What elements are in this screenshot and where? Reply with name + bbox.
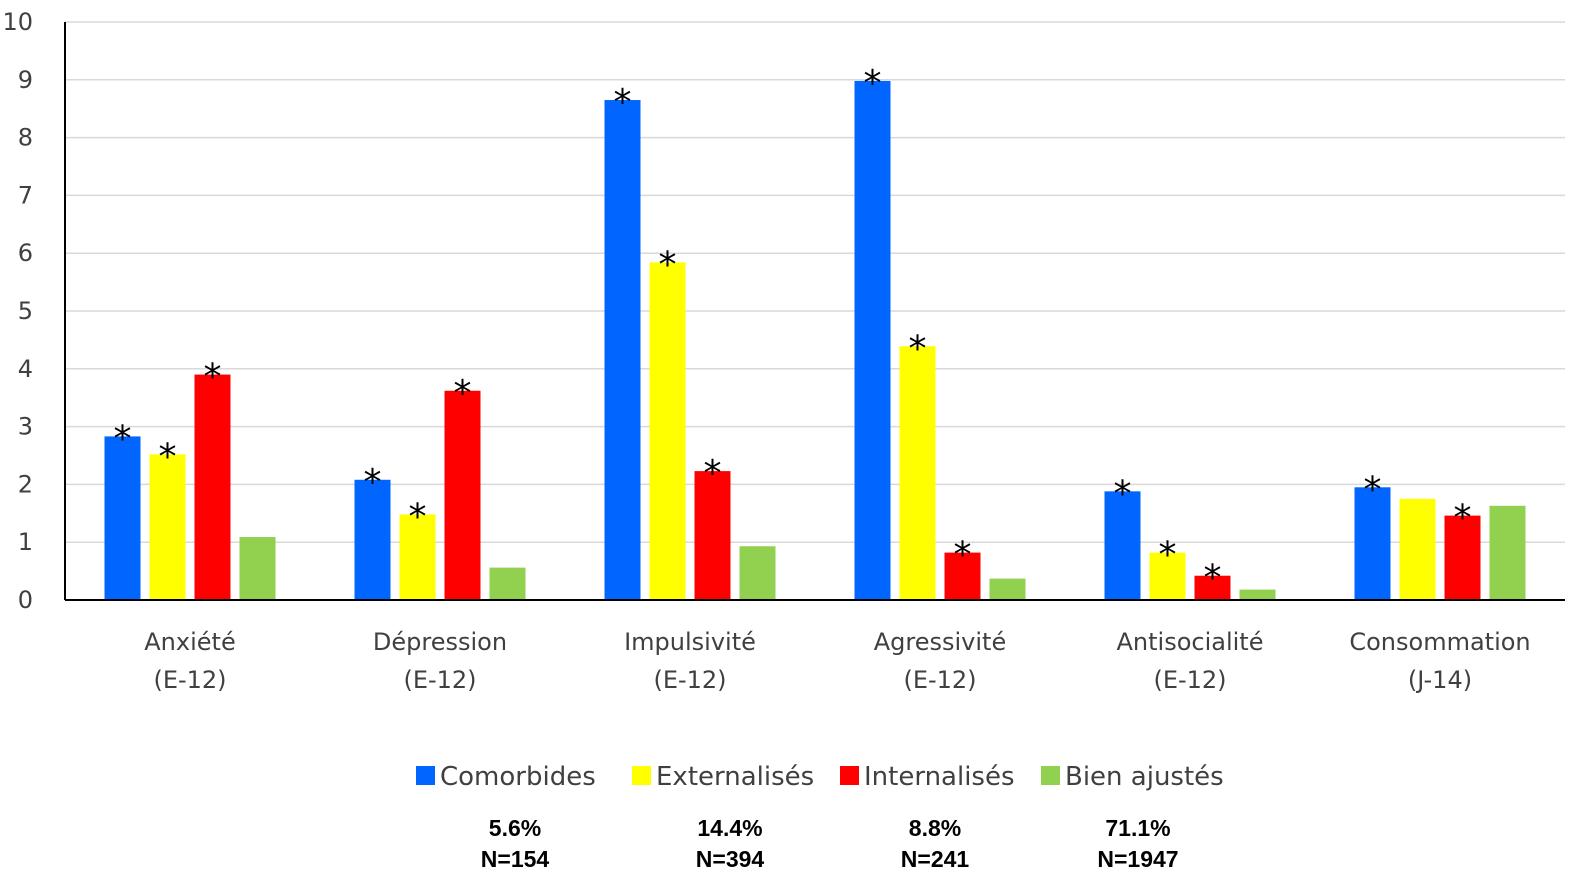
- significance-star: *: [1364, 469, 1382, 510]
- category-label: Dépression (E-12): [373, 628, 507, 694]
- bar: [239, 536, 276, 600]
- legend-swatch: [840, 766, 859, 785]
- legend-label: Comorbides: [440, 762, 596, 792]
- significance-star: *: [204, 357, 222, 398]
- significance-star: *: [159, 436, 177, 477]
- group-n: N=394: [696, 846, 765, 872]
- group-n: N=154: [481, 846, 550, 872]
- bar: [104, 436, 141, 600]
- category-label: Antisocialité (E-12): [1117, 628, 1264, 694]
- y-tick-label: 0: [18, 586, 33, 614]
- significance-star: *: [704, 453, 722, 494]
- y-tick-label: 10: [2, 8, 33, 36]
- legend-label: Bien ajustés: [1065, 762, 1224, 792]
- bar: [149, 454, 186, 600]
- y-tick-label: 7: [18, 181, 33, 209]
- category-labels: Anxiété (E-12) Dépression (E-12) Impulsivité…: [144, 628, 1530, 694]
- legend-swatch: [1041, 766, 1060, 785]
- significance-star: *: [1159, 535, 1177, 576]
- category-label: Impulsivité (E-12): [624, 628, 756, 694]
- category-label: Anxiété (E-12): [144, 628, 235, 694]
- bar: [354, 479, 391, 600]
- bar: [1239, 589, 1276, 600]
- group-percent: 71.1%: [1105, 815, 1170, 841]
- legend-swatch: [632, 766, 651, 785]
- bars: [104, 80, 1526, 601]
- legend-label: Internalisés: [864, 762, 1015, 792]
- bar: [694, 471, 731, 600]
- significance-star: *: [1454, 498, 1472, 539]
- significance-star: *: [864, 63, 882, 104]
- bar: [444, 390, 481, 600]
- y-tick-label: 5: [18, 297, 33, 325]
- significance-star: *: [614, 82, 632, 123]
- y-tick-label: 9: [18, 66, 33, 94]
- y-tick-label: 2: [18, 470, 33, 498]
- significance-star: *: [1204, 558, 1222, 599]
- y-tick-label: 6: [18, 239, 33, 267]
- bar: [854, 80, 891, 601]
- bar: [399, 514, 436, 600]
- bar: [1444, 515, 1481, 600]
- group-n: N=1947: [1097, 846, 1178, 872]
- significance-star: *: [114, 418, 132, 459]
- group-percent: 8.8%: [909, 815, 961, 841]
- bar: [989, 578, 1026, 600]
- significance-star: *: [909, 328, 927, 369]
- bar: [1194, 575, 1231, 600]
- group-stats: 5.6% N=154 14.4% N=394 8.8% N=241 71.1% N=1947: [481, 815, 1179, 872]
- bar: [944, 552, 981, 600]
- significance-star: *: [954, 535, 972, 576]
- bar: [489, 567, 526, 600]
- bar: [649, 262, 686, 600]
- bar: [1104, 491, 1141, 600]
- legend: Comorbides Externalisés Internalisés Bien a…: [416, 762, 1224, 792]
- significance-star: *: [364, 462, 382, 503]
- bar: [739, 546, 776, 600]
- bar: [1149, 552, 1186, 600]
- bar: [604, 100, 641, 600]
- bar: [194, 374, 231, 600]
- significance-markers: * * * * * * * * * * * * * * * * *: [114, 63, 1472, 599]
- y-tick-label: 8: [18, 124, 33, 152]
- significance-star: *: [454, 373, 472, 414]
- y-tick-label: 4: [18, 355, 33, 383]
- group-percent: 14.4%: [697, 815, 762, 841]
- category-label: Agressivité (E-12): [874, 628, 1006, 694]
- y-tick-label: 1: [18, 528, 33, 556]
- legend-swatch: [416, 766, 435, 785]
- group-n: N=241: [901, 846, 970, 872]
- legend-label: Externalisés: [656, 762, 814, 792]
- significance-star: *: [409, 496, 427, 537]
- gridlines: [65, 21, 1565, 543]
- significance-star: *: [1114, 473, 1132, 514]
- group-percent: 5.6%: [489, 815, 541, 841]
- significance-star: *: [659, 244, 677, 285]
- y-axis-ticks: 0 1 2 3 4 5 6 7 8 9 10: [2, 8, 33, 614]
- bar: [1489, 505, 1526, 600]
- category-label: Consommation (J-14): [1349, 628, 1530, 694]
- bar: [899, 346, 936, 600]
- y-tick-label: 3: [18, 413, 33, 441]
- bar: [1354, 487, 1391, 600]
- bar: [1399, 498, 1436, 600]
